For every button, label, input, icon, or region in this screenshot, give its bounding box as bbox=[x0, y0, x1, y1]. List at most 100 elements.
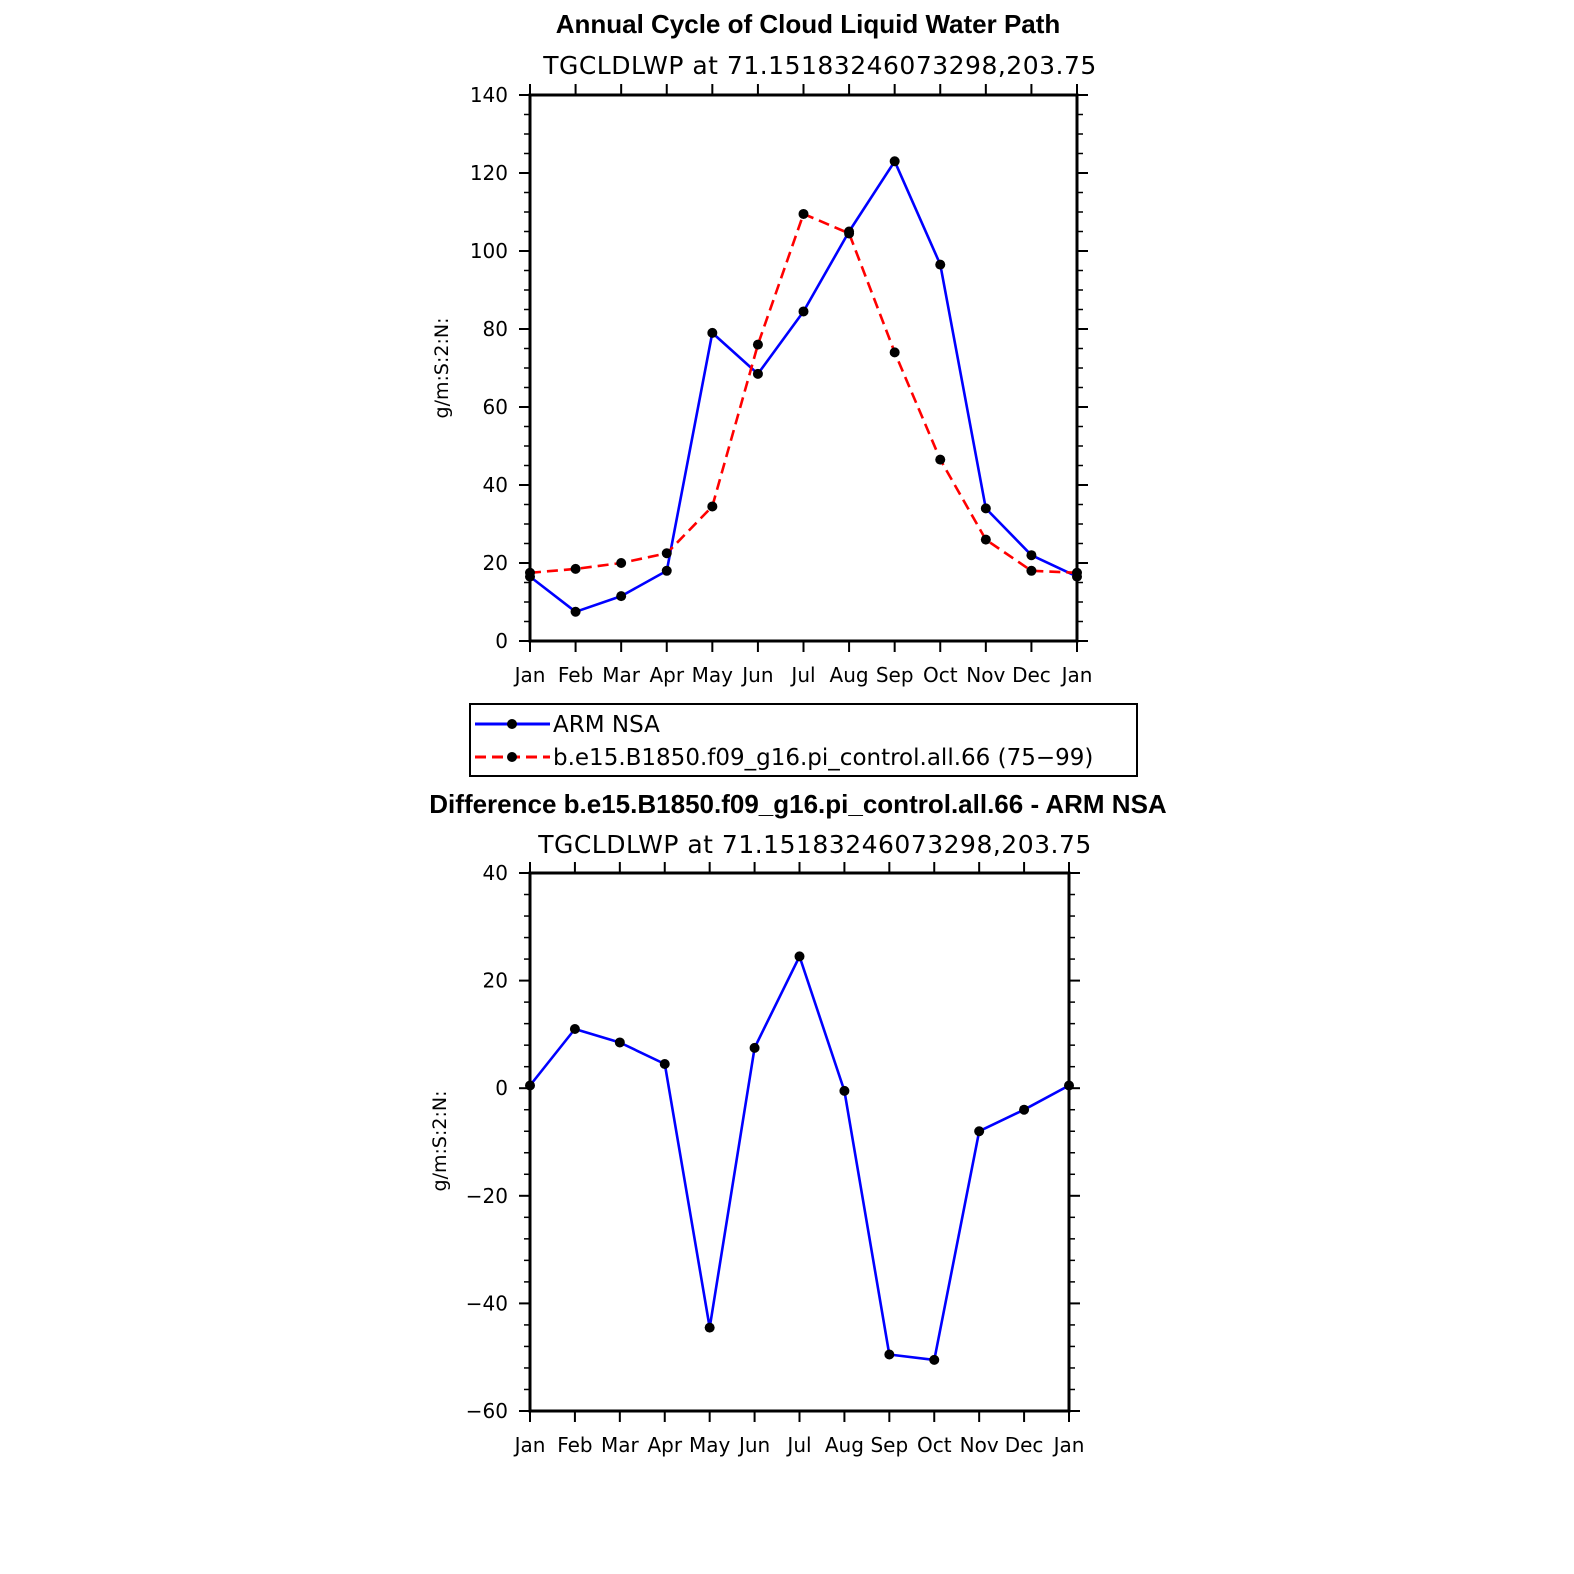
series-0-point bbox=[980, 503, 991, 514]
annual-cycle-chart: Annual Cycle of Cloud Liquid Water Path … bbox=[431, 9, 1097, 687]
legend-box bbox=[469, 703, 1138, 777]
series-0-point bbox=[569, 1024, 580, 1035]
legend-marker-model bbox=[507, 752, 517, 762]
series-0-point bbox=[839, 1085, 850, 1096]
x-tick-label: Jul bbox=[789, 663, 815, 687]
tick-labels: Jan Feb Mar Apr May Jun Jul Aug Sep Oct Nov Dec Jan0… bbox=[470, 83, 1093, 687]
chart-subtitle: TGCLDLWP at 71.15183246073298,203.75 bbox=[542, 51, 1097, 80]
series-0-point bbox=[749, 1042, 760, 1053]
y-tick-label: 0 bbox=[495, 629, 508, 653]
series-1-point bbox=[798, 208, 809, 219]
y-tick-label: 120 bbox=[470, 161, 508, 185]
series-0-point bbox=[659, 1058, 670, 1069]
series-0-point bbox=[935, 259, 946, 270]
x-tick-label: Sep bbox=[870, 1433, 908, 1457]
series-1-point bbox=[707, 501, 718, 512]
y-tick-label: −20 bbox=[466, 1184, 508, 1208]
series-1-point bbox=[1026, 565, 1037, 576]
y-tick-label: 100 bbox=[470, 239, 508, 263]
legend-label-model: b.e15.B1850.f09_g16.pi_control.all.66 (7… bbox=[553, 745, 1093, 771]
x-tick-label: Nov bbox=[966, 663, 1005, 687]
x-tick-label: Aug bbox=[825, 1433, 864, 1457]
tick-labels: Jan Feb Mar Apr May Jun Jul Aug Sep Oct Nov Dec Jan−… bbox=[466, 861, 1085, 1457]
y-tick-label: 20 bbox=[483, 969, 508, 993]
x-tick-label: Sep bbox=[876, 663, 914, 687]
series-0-point bbox=[794, 951, 805, 962]
series-1-point bbox=[752, 339, 763, 350]
x-tick-label: Dec bbox=[1005, 1433, 1044, 1457]
y-tick-label: 0 bbox=[495, 1076, 508, 1100]
legend-label-arm-nsa: ARM NSA bbox=[553, 712, 660, 738]
series-0-point bbox=[661, 565, 672, 576]
legend: ARM NSA b.e15.B1850.f09_g16.pi_control.a… bbox=[469, 703, 1138, 777]
series-0-point bbox=[614, 1037, 625, 1048]
y-tick-label: 40 bbox=[483, 861, 508, 885]
series-0-point bbox=[570, 606, 581, 617]
x-tick-label: Dec bbox=[1012, 663, 1051, 687]
series-0-point bbox=[1019, 1104, 1030, 1115]
series-0-point bbox=[707, 327, 718, 338]
x-tick-label: Jun bbox=[737, 1433, 770, 1457]
series-1-point bbox=[1072, 567, 1082, 578]
series-1-point bbox=[525, 567, 535, 578]
y-tick-label: −60 bbox=[466, 1399, 508, 1423]
x-tick-label: Jan bbox=[513, 663, 546, 687]
y-tick-label: 20 bbox=[483, 551, 508, 575]
x-tick-label: Mar bbox=[601, 1433, 640, 1457]
series-layer bbox=[525, 951, 1074, 1365]
series-1-point bbox=[661, 548, 672, 559]
y-tick-label: −40 bbox=[466, 1291, 508, 1315]
series-0-point bbox=[1064, 1080, 1074, 1091]
x-tick-label: Jul bbox=[785, 1433, 811, 1457]
series-0-point bbox=[1026, 550, 1037, 561]
series-line-0 bbox=[528, 955, 1070, 1362]
series-0-point bbox=[884, 1349, 895, 1360]
x-tick-label: Mar bbox=[602, 663, 641, 687]
series-1-point bbox=[616, 558, 627, 568]
chart-title: Difference b.e15.B1850.f09_g16.pi_contro… bbox=[429, 789, 1167, 819]
series-0-point bbox=[929, 1354, 940, 1365]
chart-subtitle: TGCLDLWP at 71.15183246073298,203.75 bbox=[537, 830, 1092, 859]
x-tick-label: Jan bbox=[1060, 663, 1093, 687]
x-tick-label: May bbox=[689, 1433, 731, 1457]
series-layer bbox=[525, 156, 1082, 617]
x-tick-label: Feb bbox=[558, 663, 593, 687]
series-0-point bbox=[616, 591, 627, 602]
x-tick-label: May bbox=[692, 663, 734, 687]
x-tick-label: Aug bbox=[830, 663, 869, 687]
series-0-point bbox=[752, 368, 763, 379]
plot-frame bbox=[528, 93, 1079, 643]
x-tick-label: Jan bbox=[1052, 1433, 1085, 1457]
series-0-point bbox=[889, 156, 900, 167]
axes bbox=[519, 84, 1088, 652]
x-tick-label: Apr bbox=[647, 1433, 682, 1457]
x-tick-label: Apr bbox=[649, 663, 684, 687]
series-1-point bbox=[844, 228, 855, 239]
series-1-point bbox=[889, 347, 900, 358]
y-tick-label: 60 bbox=[483, 395, 508, 419]
x-tick-label: Feb bbox=[557, 1433, 592, 1457]
y-tick-label: 140 bbox=[470, 83, 508, 107]
series-1-point bbox=[570, 563, 581, 574]
difference-chart: Difference b.e15.B1850.f09_g16.pi_contro… bbox=[429, 789, 1167, 1457]
series-line-0 bbox=[529, 160, 1078, 614]
chart-title: Annual Cycle of Cloud Liquid Water Path bbox=[556, 9, 1061, 39]
x-tick-label: Oct bbox=[917, 1433, 952, 1457]
series-1-point bbox=[935, 454, 946, 465]
series-0-point bbox=[704, 1322, 715, 1333]
legend-marker-arm-nsa bbox=[507, 719, 517, 729]
y-tick-label: 40 bbox=[483, 473, 508, 497]
series-1-point bbox=[980, 534, 991, 545]
y-axis-label: g/m:S:2:N: bbox=[429, 1091, 451, 1192]
x-tick-label: Nov bbox=[960, 1433, 999, 1457]
y-axis-label: g/m:S:2:N: bbox=[431, 318, 453, 419]
series-0-point bbox=[798, 306, 809, 317]
x-tick-label: Jun bbox=[740, 663, 773, 687]
x-tick-label: Oct bbox=[923, 663, 958, 687]
series-0-point bbox=[525, 1080, 535, 1091]
x-tick-label: Jan bbox=[513, 1433, 546, 1457]
series-0-point bbox=[974, 1126, 985, 1137]
y-tick-label: 80 bbox=[483, 317, 508, 341]
axes bbox=[519, 862, 1080, 1422]
